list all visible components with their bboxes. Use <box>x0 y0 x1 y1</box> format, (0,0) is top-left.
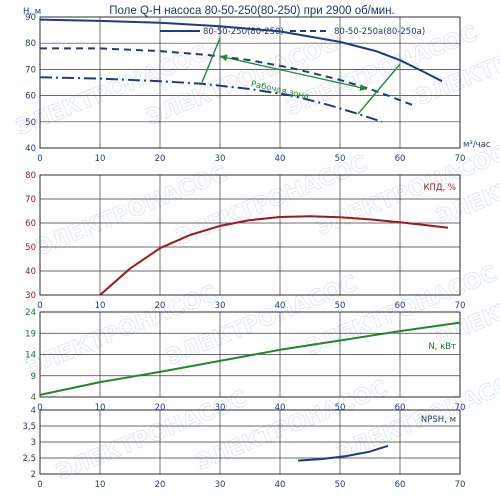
power-xtick-7: 70 <box>455 403 466 413</box>
power-xtick-0: 0 <box>37 403 42 413</box>
qh-xtick-6: 60 <box>395 154 406 164</box>
power-xtick-6: 60 <box>395 403 406 413</box>
power-xtick-3: 30 <box>215 403 226 413</box>
efficiency-xtick-7: 70 <box>455 301 466 311</box>
power-ylabel: N, кВт <box>428 342 456 352</box>
working-zone-arrowhead-left <box>220 54 228 62</box>
power-series-0 <box>39 321 461 396</box>
npsh-xtick-0: 0 <box>37 480 42 490</box>
power-ytick-2: 14 <box>25 351 36 361</box>
watermark-text-1: ЭЛЕКТРОНАСОС <box>143 31 341 130</box>
qh-ytick-1: 50 <box>25 118 36 128</box>
qh-series-2 <box>39 76 383 123</box>
power-ytick-0: 4 <box>31 393 36 403</box>
npsh-xtick-1: 10 <box>95 480 106 490</box>
efficiency-series-0 <box>99 215 449 296</box>
power-xtick-4: 40 <box>275 403 286 413</box>
npsh-xtick-7: 70 <box>455 480 466 490</box>
efficiency-ytick-4: 70 <box>25 195 36 205</box>
qh-ytick-3: 70 <box>25 65 36 75</box>
npsh-xtick-5: 50 <box>335 480 346 490</box>
qh-xtick-7: 70 <box>455 154 466 164</box>
efficiency-xtick-0: 0 <box>37 301 42 311</box>
series-layer <box>39 18 461 462</box>
npsh-xtick-2: 20 <box>155 480 166 490</box>
qh-series-1 <box>40 47 413 106</box>
qh-xtick-4: 40 <box>275 154 286 164</box>
efficiency-xtick-5: 50 <box>335 301 346 311</box>
qh-ylabel: H, м <box>23 7 41 17</box>
qh-ytick-5: 90 <box>25 13 36 23</box>
efficiency-ytick-3: 60 <box>25 219 36 229</box>
qh-xtick-3: 30 <box>215 154 226 164</box>
working-zone-arrowhead-right <box>359 84 367 91</box>
npsh-ytick-1: 2,5 <box>22 454 36 464</box>
power-ytick-1: 9 <box>31 372 36 382</box>
npsh-series-0 <box>297 444 389 462</box>
efficiency-ytick-2: 50 <box>25 243 36 253</box>
npsh-xtick-6: 60 <box>395 480 406 490</box>
power-ytick-4: 24 <box>25 308 36 318</box>
power-ytick-3: 19 <box>25 329 36 339</box>
qh-xtick-1: 10 <box>95 154 106 164</box>
legend-label-dash: 80-50-250a(80-250a) <box>334 27 425 37</box>
efficiency-ytick-5: 80 <box>25 171 36 181</box>
power-xtick-1: 10 <box>95 403 106 413</box>
efficiency-frame <box>39 174 461 296</box>
efficiency-ytick-0: 30 <box>25 291 36 301</box>
x-unit-label: м³/час <box>463 140 491 150</box>
chart-title: Поле Q-H насоса 80-50-250(80-250) при 29… <box>109 5 395 17</box>
text-layer: Поле Q-H насоса 80-50-250(80-250) при 29… <box>22 5 490 490</box>
qh-xtick-2: 20 <box>155 154 166 164</box>
qh-series-0 <box>39 18 443 83</box>
working-zone-right-line <box>357 63 401 115</box>
qh-ytick-2: 60 <box>25 92 36 102</box>
grid-layer <box>39 16 461 475</box>
efficiency-ylabel: КПД, % <box>423 183 456 193</box>
watermark-text-9: ЭЛЕКТРОНАСОС <box>163 271 361 370</box>
efficiency-xtick-2: 20 <box>155 301 166 311</box>
efficiency-xtick-4: 40 <box>275 301 286 311</box>
power-xtick-2: 20 <box>155 403 166 413</box>
npsh-ytick-4: 4 <box>31 406 36 416</box>
efficiency-xtick-3: 30 <box>215 301 226 311</box>
qh-xtick-0: 0 <box>37 154 42 164</box>
working-zone-arrow-line <box>219 55 368 90</box>
efficiency-xtick-6: 60 <box>395 301 406 311</box>
qh-ytick-4: 80 <box>25 39 36 49</box>
watermark-text-5: ЭЛЕКТРОНАСОС <box>173 151 371 250</box>
npsh-xtick-4: 40 <box>275 480 286 490</box>
efficiency-xtick-1: 10 <box>95 301 106 311</box>
npsh-ytick-0: 2 <box>31 470 36 480</box>
watermark-text-12: ЭЛЕКТРОНАСОС <box>53 386 251 485</box>
qh-ytick-0: 40 <box>25 144 36 154</box>
qh-frame <box>39 16 461 149</box>
npsh-ytick-3: 3,5 <box>22 422 36 432</box>
efficiency-ytick-1: 40 <box>25 267 36 277</box>
npsh-ylabel: NPSH, м <box>421 415 456 425</box>
power-xtick-5: 50 <box>335 403 346 413</box>
watermark-text-4: ЭЛЕКТРОНАСОС <box>33 161 231 260</box>
working-zone-left-line <box>201 37 221 83</box>
npsh-xtick-3: 30 <box>215 480 226 490</box>
watermark-text-14: ЭЛЕКТРОНАСОС <box>333 366 500 465</box>
legend-label-solid: 80-50-250(80-250) <box>203 27 284 37</box>
qh-xtick-5: 50 <box>335 154 346 164</box>
npsh-ytick-2: 3 <box>31 438 36 448</box>
